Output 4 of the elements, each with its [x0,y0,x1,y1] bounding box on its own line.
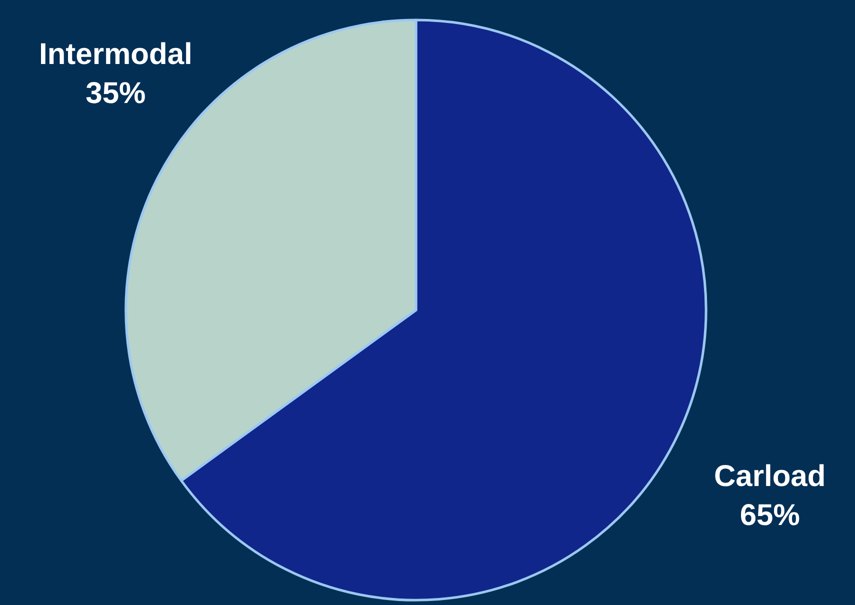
data-label: 35% [86,77,146,110]
slice-label: Carload [714,460,826,493]
slice-label: Intermodal [39,38,192,71]
data-label: 65% [740,499,800,532]
